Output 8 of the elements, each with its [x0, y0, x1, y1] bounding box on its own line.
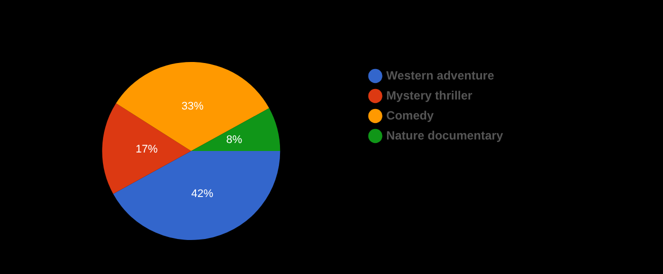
legend-label: Nature documentary	[386, 128, 504, 142]
data-label: 33%	[182, 100, 204, 113]
data-label: 42%	[191, 188, 214, 200]
legend-label: Western adventure	[386, 68, 494, 82]
data-label: 17%	[136, 144, 158, 156]
legend-label: Mystery thriller	[386, 88, 473, 102]
legend-label: Comedy	[386, 108, 434, 122]
data-label: 8%	[226, 134, 242, 146]
